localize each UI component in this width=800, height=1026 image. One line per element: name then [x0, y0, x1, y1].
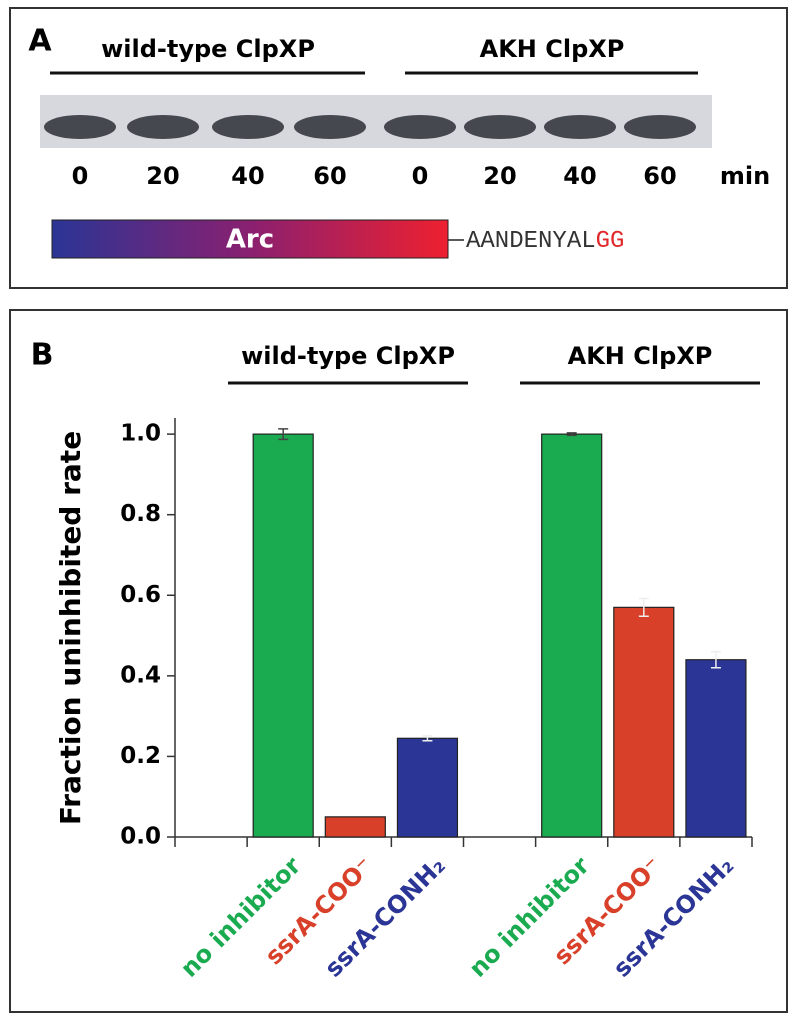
gel-band	[294, 115, 366, 139]
bar	[541, 433, 603, 838]
panel-label: A	[28, 24, 52, 59]
panel-a: A wild-type ClpXP AKH ClpXP min Arc AAND…	[9, 7, 788, 289]
gel-band	[544, 115, 616, 139]
lane-label: 0	[72, 162, 89, 190]
unit: min	[720, 162, 770, 190]
error-bar	[422, 735, 433, 742]
x-tick-label: no inhibitor	[175, 851, 306, 982]
lane-label: 0	[412, 162, 429, 190]
group-label: AKH ClpXP	[480, 35, 625, 63]
sequence-tail: GG	[596, 228, 625, 255]
gel-band	[127, 115, 199, 139]
gel-band	[212, 115, 284, 139]
construct-label: Arc	[226, 225, 274, 255]
y-tick-label: 0.2	[120, 743, 161, 769]
lane-label: 20	[483, 162, 516, 190]
lane-label: 40	[563, 162, 596, 190]
gel-band	[464, 115, 536, 139]
group-label: wild-type ClpXP	[101, 35, 315, 63]
error-bar	[710, 650, 721, 669]
arc-construct	[51, 219, 449, 259]
error-bar	[566, 432, 577, 437]
y-tick-label: 0.0	[120, 824, 161, 850]
bar	[613, 606, 675, 838]
y-axis-label: Fraction uninhibited rate	[54, 431, 87, 825]
x-tick-label: no inhibitor	[464, 851, 595, 982]
lane-label: 40	[231, 162, 264, 190]
panel-frame	[9, 309, 788, 1013]
panel-label: B	[31, 338, 54, 373]
error-bar	[638, 597, 649, 617]
y-tick-label: 1.0	[120, 421, 161, 447]
bar	[685, 659, 747, 838]
sequence-main: AANDENYAL	[466, 228, 596, 255]
gel-band	[44, 115, 116, 139]
group-label: AKH ClpXP	[568, 342, 713, 370]
panel-b: B wild-type ClpXP AKH ClpXP Fraction uni…	[9, 309, 788, 1013]
y-tick-label: 0.8	[120, 501, 161, 527]
bar	[324, 816, 386, 838]
y-tick-label: 0.6	[120, 582, 161, 608]
bar	[252, 433, 314, 838]
y-tick-label: 0.4	[120, 662, 161, 688]
group-label: wild-type ClpXP	[241, 342, 455, 370]
panel-frame	[9, 7, 788, 289]
gel-band	[384, 115, 456, 139]
gel-band	[624, 115, 696, 139]
lane-label: 20	[146, 162, 179, 190]
lane-label: 60	[313, 162, 346, 190]
bar	[396, 737, 459, 838]
lane-label: 60	[643, 162, 676, 190]
error-bar	[278, 428, 289, 441]
sequence: AANDENYALGG	[466, 228, 624, 255]
